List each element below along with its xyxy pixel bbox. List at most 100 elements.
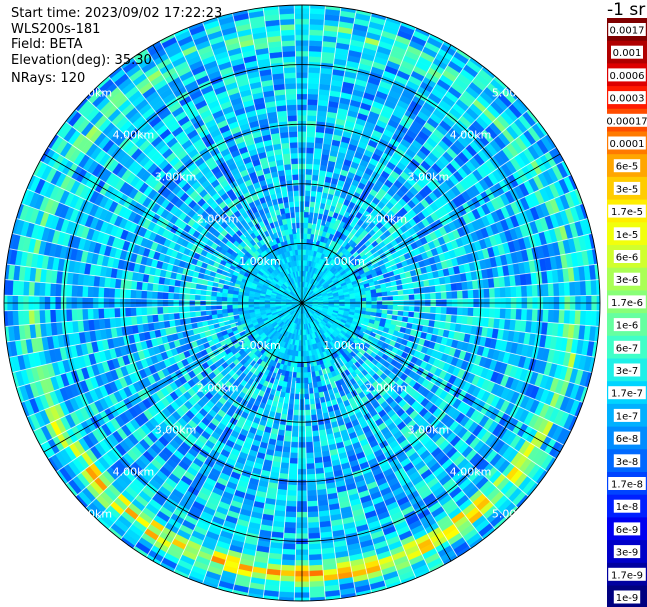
range-gate [451,290,458,300]
range-gate [311,169,320,176]
range-gate [445,314,452,323]
range-gate [403,305,410,312]
range-gate [446,306,453,316]
ray-14 [301,76,508,304]
range-gate [305,441,314,449]
range-gate [303,216,309,224]
ray-33 [301,302,598,358]
range-gate [520,285,528,298]
range-gate [307,511,320,518]
range-gate [304,415,312,422]
range-gate [488,287,496,299]
range-gate [558,282,565,297]
range-gate [304,404,311,411]
range-gate [282,441,292,448]
range-gate [281,548,296,556]
range-gate [308,56,322,63]
range-gate [339,299,346,303]
range-gate [305,141,315,149]
range-gate [306,125,317,133]
range-gate [531,308,539,322]
ray-2 [301,5,342,304]
range-gate [414,305,421,313]
range-gate [308,40,323,47]
range-gate [483,288,490,299]
range-gate [472,307,480,318]
range-gate [286,489,298,497]
range-gate [289,452,299,459]
ray-19 [301,133,557,304]
range-gate [307,66,321,74]
range-gate [585,280,592,296]
range-gate [429,285,436,294]
ray-15 [301,86,519,304]
range-gate [483,307,490,318]
range-gate [376,296,383,302]
range-gate [284,511,297,518]
range-gate [305,157,314,165]
range-gate [440,283,447,293]
range-gate [344,298,351,303]
range-gate [306,473,317,481]
range-gate [462,306,469,317]
range-gate [307,516,320,524]
range-gate [403,294,410,301]
range-gate [467,289,474,299]
range-gate [282,543,296,550]
range-gate [547,282,555,297]
range-gate [302,345,307,352]
range-gate [307,72,321,79]
range-gate [430,306,437,314]
range-gate [308,554,323,561]
range-gate [303,356,307,363]
range-gate [305,152,315,159]
range-gate [494,287,501,299]
range-gate [307,527,321,534]
range-gate [280,570,296,577]
range-gate [499,307,507,320]
range-gate [307,532,321,540]
range-gate [488,307,496,319]
range-gate [311,425,320,432]
range-gate [376,304,383,310]
range-gate [308,50,323,58]
ray-46 [301,302,508,530]
range-gate [295,372,301,379]
range-gate [279,586,295,593]
range-gate [579,310,587,326]
range-gate [290,436,299,443]
range-gate [295,377,301,384]
range-gate [305,457,315,465]
range-gate [286,495,298,502]
range-gate [424,292,431,301]
range-gate [472,288,480,299]
ray-7 [301,21,417,304]
range-gate [308,548,323,556]
range-gate [311,430,320,437]
range-gate [309,18,325,26]
range-gate [289,447,299,454]
range-gate [305,436,314,443]
range-gate [302,340,306,347]
range-gate [282,446,291,453]
range-gate [309,586,325,593]
range-gate [309,7,326,15]
range-gate [370,292,378,298]
range-gate [515,285,523,298]
range-gate [290,441,299,449]
range-gate [308,570,324,577]
range-gate [305,431,313,438]
ray-6 [301,17,402,304]
range-gate [424,312,431,321]
range-gate [304,195,311,202]
range-gate [308,34,324,42]
range-gate [308,564,324,572]
range-gate [510,285,517,298]
range-gate [285,505,297,513]
range-gate [307,505,319,513]
range-gate [574,280,582,297]
range-gate [408,293,415,301]
range-gate [526,308,533,322]
range-gate [435,306,442,315]
